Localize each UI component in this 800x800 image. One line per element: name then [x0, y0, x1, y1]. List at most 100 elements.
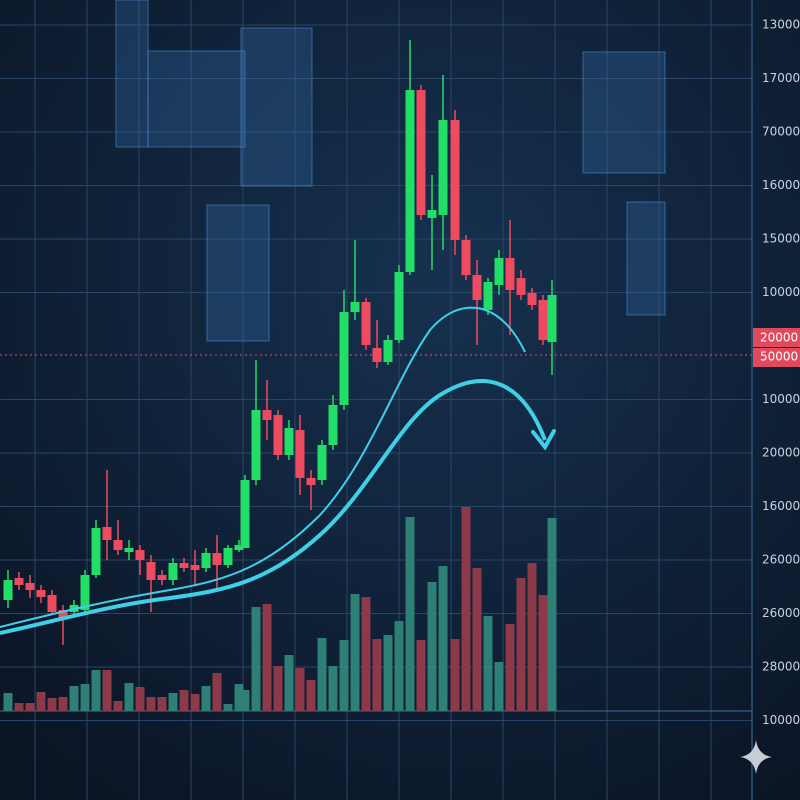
candle-body	[527, 293, 537, 305]
candle-body	[383, 340, 393, 362]
volume-bar	[372, 639, 382, 711]
volume-bar	[14, 703, 24, 711]
overlay-box	[626, 201, 666, 316]
volume-bar	[306, 680, 316, 711]
axis-label: 17000	[762, 71, 800, 85]
volume-bar	[295, 668, 305, 711]
candle-body	[190, 565, 200, 570]
moving-average	[0, 306, 526, 628]
volume-bar	[483, 616, 493, 711]
candle-body	[494, 258, 504, 285]
volume-bar	[240, 690, 250, 711]
volume-bar	[135, 687, 145, 711]
candle-body	[361, 302, 371, 345]
candle-body	[251, 410, 261, 480]
candle-body	[157, 575, 167, 580]
axis-label: 20000	[762, 446, 800, 460]
volume-bar	[339, 640, 349, 711]
volume-bar	[25, 703, 35, 711]
trend-arrowhead	[531, 429, 556, 451]
volume-bar	[113, 701, 123, 711]
candle-body	[223, 548, 233, 565]
candle-body	[102, 527, 112, 540]
trend-curve	[0, 379, 547, 635]
volume-bar	[284, 655, 294, 711]
candle-body	[538, 300, 548, 340]
volume-bar	[317, 638, 327, 711]
volume-bar	[58, 697, 68, 711]
candle-body	[505, 258, 515, 290]
volume-bar	[383, 635, 393, 711]
candle-body	[262, 410, 272, 420]
volume-bar	[527, 563, 537, 711]
candle-body	[295, 430, 305, 478]
volume-bar	[273, 666, 283, 711]
sparkle-icon	[740, 740, 772, 774]
candle-body	[80, 575, 90, 610]
overlay-box	[206, 204, 270, 342]
candle-body	[405, 90, 415, 272]
candle-body	[58, 610, 68, 618]
volume-bar	[212, 673, 222, 711]
volume-bar	[547, 518, 557, 711]
candle-body	[483, 282, 493, 310]
volume-bar	[223, 704, 233, 711]
volume-bar	[69, 686, 79, 711]
candle-body	[124, 548, 134, 552]
candle-body	[306, 478, 316, 485]
volume-bar	[538, 595, 548, 711]
volume-bar	[146, 697, 156, 711]
volume-bar	[350, 594, 360, 711]
candle-body	[372, 348, 382, 362]
axis-label: 15000	[762, 232, 800, 246]
axis-label: 10000	[762, 392, 800, 406]
axis-label: 10000	[762, 285, 800, 299]
candle-body	[212, 553, 222, 565]
volume-bar	[438, 566, 448, 711]
overlay-box	[115, 0, 149, 148]
axis-label: 28000	[762, 660, 800, 674]
candle-body	[201, 553, 211, 568]
axis-label: 16000	[762, 499, 800, 513]
volume-bar	[47, 698, 57, 711]
price-tag-box	[753, 348, 800, 367]
candle-body	[3, 580, 13, 600]
candle-body	[350, 302, 360, 312]
volume-bar	[427, 582, 437, 711]
volume-bar	[328, 666, 338, 711]
volume-bar	[262, 604, 272, 711]
candle-body	[179, 563, 189, 568]
candle-body	[168, 563, 178, 580]
volume-bar	[91, 670, 101, 711]
axis-label: 16000	[762, 178, 800, 192]
price-tag: 20000	[760, 331, 798, 345]
volume-bar	[124, 683, 134, 711]
candle-body	[450, 120, 460, 240]
price-tag-box	[753, 328, 800, 347]
volume-bar	[394, 621, 404, 711]
overlay-box	[240, 27, 313, 187]
axis-label: 70000	[762, 125, 800, 139]
volume-bar	[361, 597, 371, 711]
candle-body	[36, 590, 46, 597]
volume-bar	[201, 686, 211, 711]
volume-bar	[36, 692, 46, 711]
candle-body	[113, 540, 123, 550]
volume-bar	[472, 568, 482, 711]
volume-bar	[168, 693, 178, 711]
candle-body	[135, 550, 145, 560]
axis-label: 10000	[762, 713, 800, 727]
candle-body	[146, 562, 156, 580]
volume-bar	[102, 670, 112, 711]
candle-body	[438, 120, 448, 215]
volume-bars	[3, 507, 557, 711]
candle-body	[547, 295, 557, 342]
candle-body	[328, 405, 338, 445]
candle-body	[339, 312, 349, 405]
candle-body	[416, 90, 426, 215]
volume-bar	[416, 640, 426, 711]
overlay-box	[582, 51, 666, 174]
candle-body	[317, 445, 327, 480]
candle-body	[461, 240, 471, 275]
